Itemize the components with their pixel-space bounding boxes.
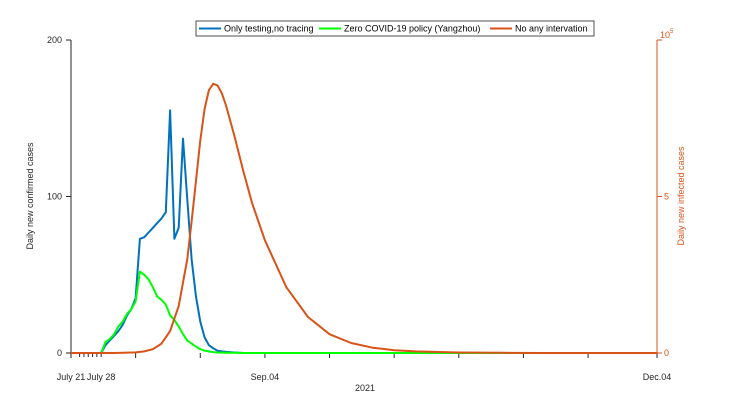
right-y-tick-label: 5 (664, 192, 669, 202)
series-line-2 (71, 82, 657, 354)
x-tick-label: Dec.04 (643, 372, 672, 382)
right-y-tick-label: 0 (664, 348, 669, 358)
series-lines (71, 82, 657, 354)
right-axis-exponent: 105 (660, 29, 674, 40)
right-y-axis-label: Daily new infected cases (676, 146, 686, 246)
legend-box (195, 20, 595, 37)
left-y-axis-label: Daily new confirmed cases (25, 142, 35, 250)
x-tick-label: Sep.04 (251, 372, 280, 382)
legend: Only testing,no tracing Zero COVID-19 po… (195, 20, 595, 37)
axes (70, 40, 658, 353)
x-axis-label: 2021 (355, 383, 375, 393)
legend-label-zero-covid: Zero COVID-19 policy (Yangzhou) (344, 24, 480, 34)
right-axis-exponent-power: 5 (670, 29, 674, 35)
legend-label-testing: Only testing,no tracing (224, 24, 314, 34)
series-line-1 (100, 270, 657, 354)
left-y-tick-label: 0 (57, 348, 62, 358)
tick-marks (66, 39, 662, 358)
tick-labels: July 21 July 28 Sep.04 Dec.04 0 100 200 0 5 (47, 35, 671, 382)
left-y-tick-label: 100 (47, 192, 62, 202)
x-tick-label: July 21 (57, 372, 86, 382)
legend-label-no-intervention: No any intervation (515, 24, 588, 34)
left-y-tick-label: 200 (47, 35, 62, 45)
series-line-0 (100, 109, 657, 354)
x-tick-label: July 28 (87, 372, 116, 382)
right-axis-exponent-base: 10 (660, 30, 670, 40)
